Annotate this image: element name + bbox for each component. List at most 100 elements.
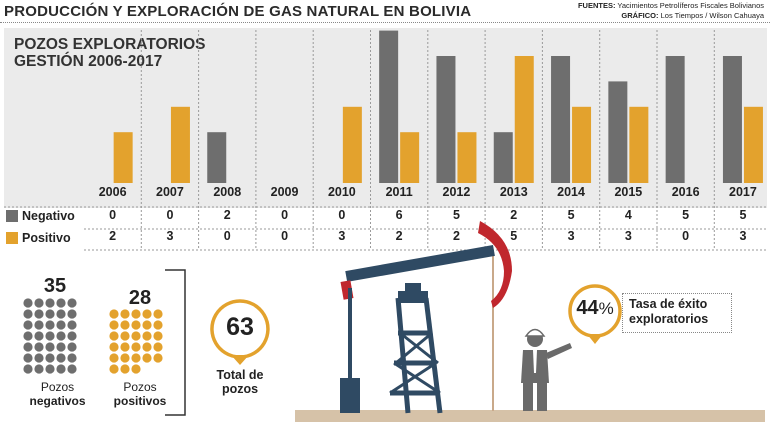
- pump-jack-illustration: [295, 221, 765, 422]
- bar-chart: 2006 0 2 2007 0 3 2008 2 0 2009 0 0 2010 0 3 2011 6 2 2012…: [4, 30, 767, 251]
- walking-beam: [345, 245, 495, 282]
- bar-positivo: [400, 132, 420, 183]
- bar-positivo: [342, 106, 362, 183]
- worker-figure: [521, 328, 572, 411]
- panel-title: POZOS EXPLORATORIOS GESTIÓN 2006-2017: [14, 36, 205, 70]
- bar-positivo: [514, 56, 534, 183]
- dot-positivo: [109, 364, 119, 374]
- dot-negativo: [45, 320, 55, 330]
- success-label-line1: Tasa de éxito: [629, 297, 708, 311]
- dot-negativo: [45, 353, 55, 363]
- dot-negativo: [23, 331, 33, 341]
- positivos-count: 28: [128, 287, 152, 309]
- dot-negativo: [56, 309, 66, 319]
- bar-negativo: [493, 132, 513, 183]
- dot-negativo: [34, 309, 44, 319]
- value-positivo: 0: [224, 229, 231, 243]
- value-negativo: 5: [739, 208, 746, 222]
- x-tick-label: 2011: [386, 185, 413, 199]
- value-positivo: 5: [510, 229, 517, 243]
- total-bracket: [165, 269, 186, 416]
- x-tick-label: 2016: [672, 185, 700, 199]
- positivos-label-line1: Pozos: [123, 380, 157, 394]
- dot-negativo: [34, 331, 44, 341]
- dot-positivo: [142, 342, 152, 352]
- dot-positivo: [109, 342, 119, 352]
- dot-positivo: [109, 309, 119, 319]
- bar-negativo: [207, 132, 227, 183]
- total-label-line2: pozos: [221, 382, 259, 396]
- x-tick-label: 2012: [443, 185, 471, 199]
- header-title: PRODUCCIÓN Y EXPLORACIÓN DE GAS NATURAL …: [4, 3, 472, 20]
- dot-negativo: [34, 353, 44, 363]
- dot-grids: [23, 298, 163, 374]
- dot-positivo: [131, 353, 141, 363]
- dot-positivo: [142, 353, 152, 363]
- total-count: 63: [226, 313, 254, 341]
- value-positivo: 3: [739, 229, 746, 243]
- panel-title-line2: GESTIÓN 2006-2017: [14, 53, 163, 70]
- sources-value: Yacimientos Petrolíferos Fiscales Bolivi…: [617, 1, 764, 10]
- graphic-value: Los Tiempos / Wilson Cahuaya: [660, 11, 764, 20]
- dot-negativo: [67, 298, 77, 308]
- value-positivo: 0: [281, 229, 288, 243]
- x-tick-label: 2013: [500, 185, 528, 199]
- dot-negativo: [56, 353, 66, 363]
- bar-negativo: [722, 56, 742, 183]
- dot-negativo: [67, 353, 77, 363]
- value-negativo: 2: [510, 208, 517, 222]
- x-tick-label: 2010: [328, 185, 356, 199]
- dot-negativo: [67, 320, 77, 330]
- dot-negativo: [45, 298, 55, 308]
- success-badge: [568, 284, 622, 344]
- dot-positivo: [153, 331, 163, 341]
- value-negativo: 0: [338, 208, 345, 222]
- dot-positivo: [131, 364, 141, 374]
- dot-negativo: [67, 342, 77, 352]
- dot-positivo: [120, 353, 130, 363]
- dot-negativo: [23, 309, 33, 319]
- value-positivo: 3: [625, 229, 632, 243]
- value-positivo: 2: [453, 229, 460, 243]
- dot-positivo: [120, 342, 130, 352]
- dot-positivo: [153, 309, 163, 319]
- legend-label-positivo: Positivo: [22, 231, 71, 245]
- dot-negativo: [67, 331, 77, 341]
- dot-positivo: [142, 309, 152, 319]
- dot-positivo: [131, 331, 141, 341]
- dot-positivo: [153, 353, 163, 363]
- dot-negativo: [23, 353, 33, 363]
- dot-negativo: [34, 320, 44, 330]
- dot-negativo: [56, 331, 66, 341]
- dot-negativo: [56, 320, 66, 330]
- dot-positivo: [120, 320, 130, 330]
- x-tick-label: 2007: [156, 185, 184, 199]
- dot-negativo: [45, 364, 55, 374]
- value-positivo: 0: [682, 229, 689, 243]
- ground: [295, 410, 765, 422]
- bar-positivo: [572, 106, 592, 183]
- success-label-line2: exploratorios: [629, 312, 709, 326]
- dot-negativo: [45, 342, 55, 352]
- dot-positivo: [142, 331, 152, 341]
- bar-negativo: [436, 56, 456, 183]
- legend-swatch-negativo: [6, 210, 18, 222]
- dot-negativo: [34, 298, 44, 308]
- value-positivo: 3: [338, 229, 345, 243]
- dot-positivo: [109, 353, 119, 363]
- derrick: [389, 297, 443, 414]
- bar-negativo: [665, 56, 685, 183]
- negativos-label-line2: negativos: [29, 394, 86, 408]
- success-percent: 44%: [565, 297, 625, 320]
- success-symbol: %: [598, 299, 614, 318]
- dot-negativo: [23, 342, 33, 352]
- counterweight-box: [340, 378, 360, 413]
- total-badge: [210, 299, 270, 365]
- value-positivo: 3: [568, 229, 575, 243]
- credits: FUENTES: Yacimientos Petrolíferos Fiscal…: [578, 1, 764, 21]
- value-negativo: 4: [625, 208, 632, 222]
- value-negativo: 5: [568, 208, 575, 222]
- bar-positivo: [743, 106, 763, 183]
- bar-positivo: [170, 106, 190, 183]
- bar-negativo: [608, 81, 628, 183]
